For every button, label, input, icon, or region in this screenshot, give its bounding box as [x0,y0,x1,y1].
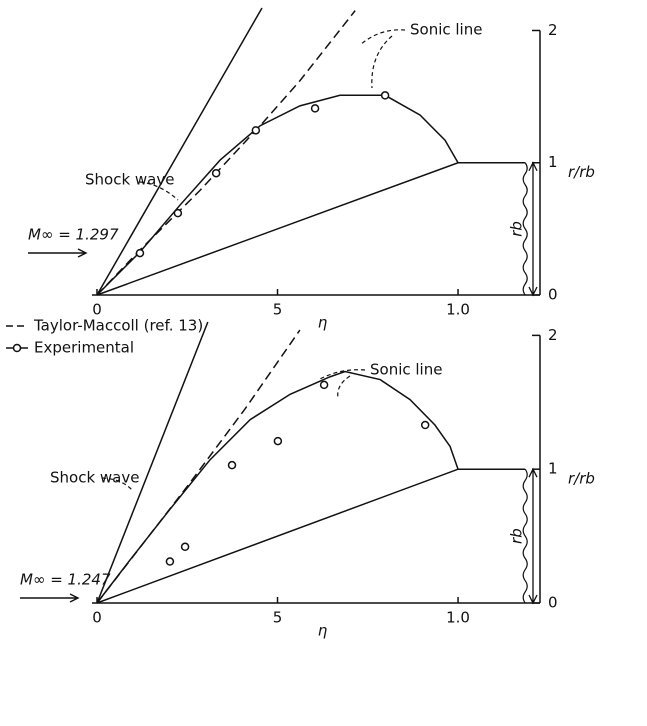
x-tick-label: 5 [273,301,283,319]
dashed-line [96,329,301,604]
y-tick-label: 2 [548,21,558,39]
data-point [251,126,261,135]
flow-arrow [28,248,88,258]
dashed-line [96,10,356,296]
y-tick-label: 0 [548,594,558,612]
data-point [211,168,221,178]
x-axis-label: η [318,314,328,332]
x-tick-label: 0 [92,609,102,627]
y-tick-label: 0 [548,286,558,304]
legend-swatch [12,343,22,353]
data-point [273,436,283,446]
x-tick-label: 1.0 [446,301,470,319]
leader-line [101,369,366,491]
annotation: Sonic line [370,361,442,379]
mach-label: M∞ = 1.247 [20,571,111,589]
mach-label: M∞ = 1.297 [28,226,119,244]
leader-line [139,29,406,201]
data-point [173,208,183,218]
x-tick-label: 0 [92,301,102,319]
y-tick-label: 1 [548,460,558,478]
data-point [310,104,320,113]
data-point [319,380,329,390]
dimension-arrow [528,161,538,297]
y-axis-label: r/rb [568,470,595,488]
dimension-label: rb [508,528,526,544]
x-tick-label: 1.0 [446,609,470,627]
data-point [420,420,430,430]
annotation: Sonic line [410,21,482,39]
break-line [522,468,528,604]
dimension-arrow [528,467,538,605]
x-tick-label: 5 [273,609,283,627]
solid-line [96,94,459,296]
dimension-label: rb [508,221,526,237]
solid-line [96,7,263,296]
legend-label: Taylor-Maccoll (ref. 13) [33,317,203,335]
y-axis-label: r/rb [568,163,595,181]
data-point [180,542,190,552]
solid-line [96,321,209,604]
data-point [165,557,175,566]
y-tick-label: 1 [548,153,558,171]
flow-arrow [20,593,80,603]
annotation: Shock wave [85,171,174,189]
data-point [227,460,237,470]
annotation: Shock wave [50,469,139,487]
solid-line [96,468,526,604]
x-axis-label: η [318,622,328,640]
y-tick-label: 2 [548,326,558,344]
data-point [135,248,145,258]
data-point [380,91,390,100]
break-line [522,162,528,296]
legend-label: Experimental [34,339,134,357]
solid-line [96,370,459,604]
